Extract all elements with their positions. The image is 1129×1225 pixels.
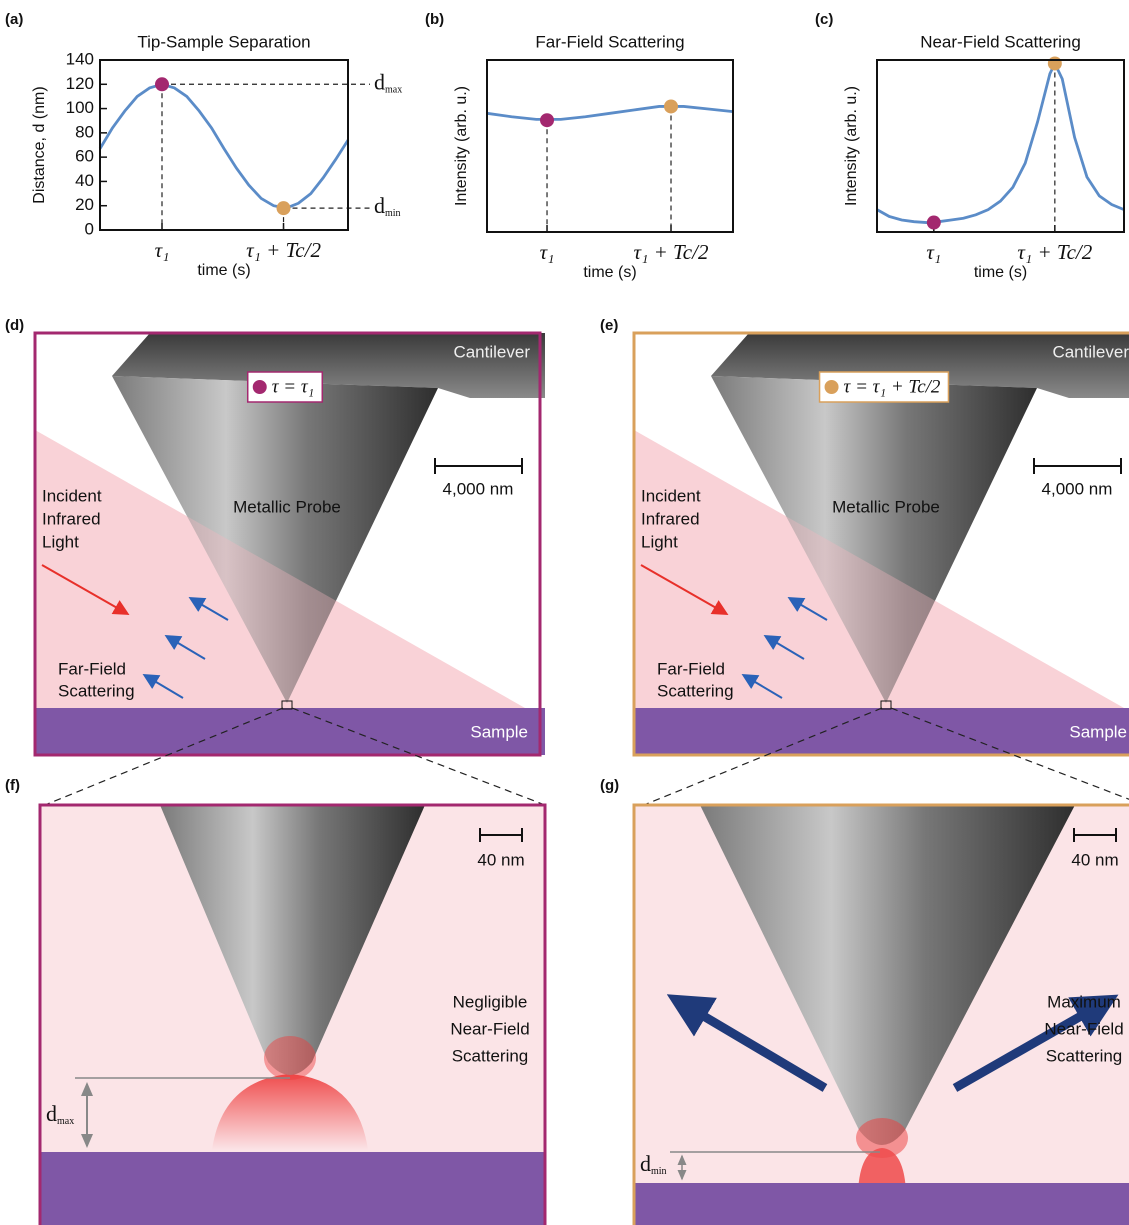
point: [664, 99, 678, 113]
panel-label: (d): [5, 317, 24, 334]
sample: [35, 708, 545, 755]
line-series: [877, 63, 1124, 222]
panel-label: (c): [815, 11, 833, 28]
x-tick-label: τ₁ + Tc/2: [246, 238, 321, 262]
probe-label: Metallic Probe: [233, 497, 341, 516]
x-tick-label: τ₁: [540, 240, 555, 264]
annotation-sub: min: [385, 208, 401, 219]
x-tick-label: τ₁ + Tc/2: [1017, 240, 1092, 264]
legend-dot: [825, 380, 839, 394]
annotation: dmax: [374, 69, 402, 95]
plot-frame: [877, 60, 1124, 232]
panel-label: (e): [600, 317, 618, 334]
chart-title: Near-Field Scattering: [920, 32, 1081, 51]
caption: Negligible: [453, 992, 528, 1011]
gap-label-main: d: [640, 1151, 651, 1176]
y-tick-label: 140: [66, 49, 94, 68]
cantilever-label: Cantilever: [1052, 342, 1129, 361]
far-field-label: Scattering: [58, 681, 135, 700]
gap-label-sub: max: [57, 1116, 74, 1127]
x-tick-label: τ₁: [926, 240, 941, 264]
y-tick-label: 40: [75, 171, 94, 190]
probe-label: Metallic Probe: [832, 497, 940, 516]
y-axis-label: Distance, d (nm): [31, 86, 48, 203]
sample-label: Sample: [1069, 722, 1127, 741]
panel-label: (g): [600, 777, 619, 794]
annotation: dmin: [374, 193, 401, 219]
plot-frame: [487, 60, 733, 232]
far-field-label: Scattering: [657, 681, 734, 700]
far-field-label: Far-Field: [657, 659, 725, 678]
scale-label: 40 nm: [477, 850, 524, 869]
point: [277, 201, 291, 215]
legend-label: τ = τ₁: [272, 376, 315, 397]
y-tick-label: 120: [66, 74, 94, 93]
annotation-main: d: [374, 69, 385, 94]
sample: [40, 1152, 545, 1225]
scale-label: 4,000 nm: [1042, 479, 1113, 498]
incident-label: Light: [641, 532, 678, 551]
incident-label: Infrared: [641, 509, 700, 528]
legend-label: τ = τ₁ + Tc/2: [844, 376, 941, 397]
y-tick-label: 80: [75, 122, 94, 141]
y-axis-label: Intensity (arb. u.): [453, 86, 470, 206]
scale-label: 40 nm: [1071, 850, 1118, 869]
tip-glow: [264, 1036, 316, 1080]
y-tick-label: 60: [75, 147, 94, 166]
chart-title: Tip-Sample Separation: [137, 32, 310, 51]
gap-label-main: d: [46, 1101, 57, 1126]
x-axis-label: time (s): [197, 262, 250, 279]
panel-label: (a): [5, 11, 23, 28]
panel-label: (b): [425, 11, 444, 28]
point: [540, 113, 554, 127]
page: {"figure": {"panel_labels": ["(a)", "(b)…: [0, 0, 1129, 1225]
line-series: [100, 84, 348, 208]
sample: [634, 1183, 1129, 1225]
plot-frame: [100, 60, 348, 230]
y-tick-label: 0: [85, 219, 94, 238]
caption: Near-Field: [450, 1019, 529, 1038]
x-tick-label: τ₁: [155, 238, 170, 262]
cantilever-label: Cantilever: [453, 342, 530, 361]
legend-dot: [253, 380, 267, 394]
point: [155, 77, 169, 91]
panel-label: (f): [5, 777, 20, 794]
chart-title: Far-Field Scattering: [535, 32, 684, 51]
x-axis-label: time (s): [974, 264, 1027, 281]
figure: (a) (b) (c) (d) (e) (f) (g) Tip-Sample Separati…: [0, 0, 1129, 1225]
line-series: [487, 106, 733, 119]
annotation-main: d: [374, 193, 385, 218]
x-tick-label: τ₁ + Tc/2: [634, 240, 709, 264]
point: [927, 216, 941, 230]
gap-label-sub: min: [651, 1166, 667, 1177]
y-tick-label: 100: [66, 98, 94, 117]
scale-label: 4,000 nm: [443, 479, 514, 498]
incident-label: Infrared: [42, 509, 101, 528]
caption: Scattering: [452, 1046, 529, 1065]
caption: Maximum: [1047, 992, 1121, 1011]
caption: Near-Field: [1044, 1019, 1123, 1038]
point: [1048, 56, 1062, 70]
caption: Scattering: [1046, 1046, 1123, 1065]
annotation-sub: max: [385, 85, 402, 96]
incident-label: Light: [42, 532, 79, 551]
y-axis-label: Intensity (arb. u.): [843, 86, 860, 206]
far-field-label: Far-Field: [58, 659, 126, 678]
x-axis-label: time (s): [583, 264, 636, 281]
sample: [634, 708, 1129, 755]
y-tick-label: 20: [75, 195, 94, 214]
incident-label: Incident: [42, 486, 102, 505]
sample-label: Sample: [470, 722, 528, 741]
incident-label: Incident: [641, 486, 701, 505]
